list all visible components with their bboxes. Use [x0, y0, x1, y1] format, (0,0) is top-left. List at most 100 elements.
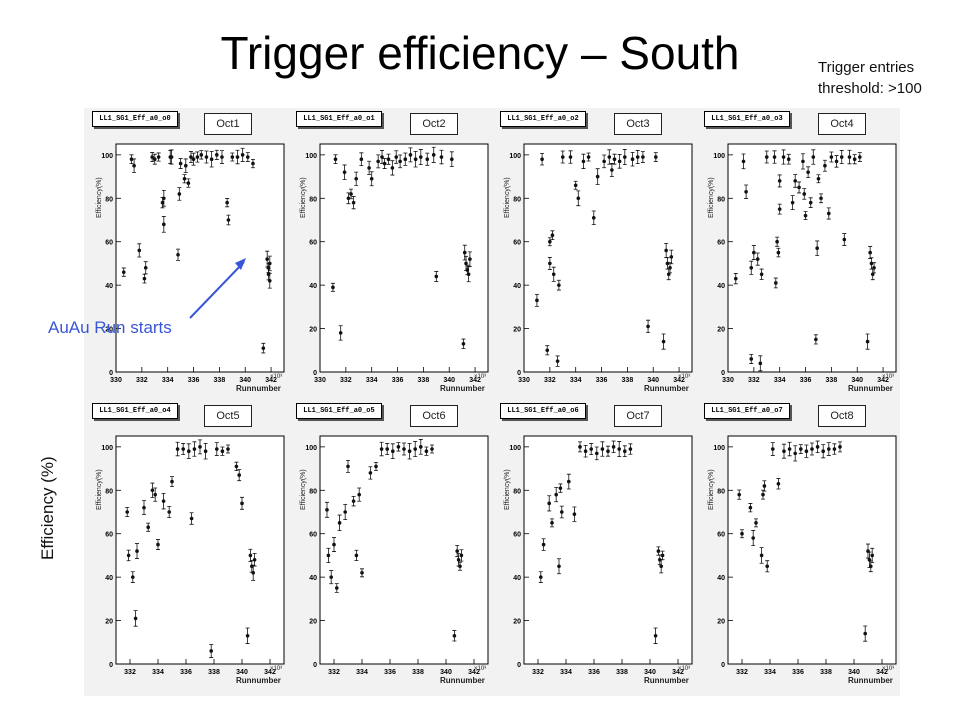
data-point — [556, 279, 561, 291]
data-point — [234, 461, 239, 471]
data-point — [602, 154, 607, 169]
x-tick-label: 336 — [188, 377, 200, 384]
plot-canvas: 0 20 40 60 80 100 332 334 336 338 340 342 — [509, 435, 693, 676]
x-tick-label: 336 — [180, 669, 192, 676]
data-point — [156, 539, 160, 550]
x-tick-label: 332 — [340, 377, 352, 384]
data-point — [390, 443, 395, 459]
data-point — [653, 627, 658, 644]
data-point — [568, 150, 573, 164]
x-tick-label: 340 — [644, 669, 656, 676]
data-point — [759, 268, 764, 280]
data-point — [466, 266, 471, 283]
x-tick-label: 338 — [208, 669, 220, 676]
x-tick-label: 340 — [236, 669, 248, 676]
x-tick-label: 334 — [162, 377, 174, 384]
data-point — [354, 549, 359, 562]
data-point — [248, 548, 253, 563]
x-tick-label: 334 — [560, 669, 572, 676]
data-point — [872, 262, 877, 274]
data-point — [346, 460, 350, 473]
x-tick-label: 340 — [239, 377, 251, 384]
data-point — [822, 159, 827, 172]
data-point — [121, 267, 126, 277]
data-point — [360, 568, 364, 578]
data-point — [199, 150, 204, 160]
data-point — [357, 487, 362, 502]
y-tick-label: 60 — [717, 532, 725, 539]
data-point — [740, 529, 744, 539]
x-tick-label: 338 — [820, 669, 832, 676]
x-tick-label: 334 — [366, 377, 378, 384]
x-scale-label: ×10³ — [882, 374, 895, 380]
x-scale-label: ×10³ — [474, 666, 487, 672]
y-tick-label: 80 — [717, 196, 725, 203]
histogram-name: LL1_SG1_Eff_a0_o1 — [296, 111, 382, 127]
y-tick-label: 60 — [717, 240, 725, 247]
data-point — [622, 149, 627, 166]
data-point — [398, 154, 403, 169]
octant-label: Oct2 — [410, 113, 458, 135]
plot-frame — [319, 143, 489, 373]
y-tick-label: 80 — [105, 488, 113, 495]
data-point — [195, 151, 200, 163]
data-point — [240, 496, 244, 510]
x-tick-label: 334 — [570, 377, 582, 384]
data-point — [382, 158, 387, 169]
y-tick-label: 40 — [717, 575, 725, 582]
data-point — [744, 184, 749, 199]
data-point — [376, 154, 381, 169]
data-point — [191, 152, 196, 166]
x-scale-label: ×10³ — [678, 374, 691, 380]
y-tick-label: 60 — [105, 240, 113, 247]
data-point — [847, 149, 852, 165]
data-point — [176, 248, 181, 261]
efficiency-plot-2: 0 20 40 60 80 100 330 332 334 336 338 340 342 LL1_SG1… — [292, 108, 492, 396]
x-tick-label: 334 — [774, 377, 786, 384]
data-point — [226, 214, 231, 226]
data-point — [863, 625, 868, 642]
data-point — [606, 445, 610, 457]
x-tick-label: 342 — [264, 669, 276, 676]
data-point — [607, 149, 612, 165]
data-point — [534, 293, 539, 307]
x-tick-label: 342 — [672, 669, 684, 676]
y-tick-label: 100 — [713, 445, 725, 452]
data-point — [764, 150, 769, 164]
data-point — [459, 549, 464, 562]
data-point — [188, 151, 193, 164]
data-point — [130, 571, 135, 583]
data-point — [204, 150, 209, 164]
efficiency-plot-7: 0 20 40 60 80 100 332 334 336 338 340 342 LL1_SG1_Ef… — [496, 400, 696, 688]
data-point — [178, 158, 183, 169]
x-tick-label: 340 — [443, 377, 455, 384]
efficiency-plot-6: 0 20 40 60 80 100 332 334 336 338 340 342 LL1_SG1_Ef… — [292, 400, 492, 688]
x-axis-label: Runnumber — [644, 676, 689, 685]
data-point — [609, 163, 614, 178]
data-point — [581, 153, 586, 169]
plot-frame — [115, 435, 285, 665]
data-point — [351, 196, 356, 210]
y-tick-label: 40 — [309, 575, 317, 582]
data-point — [793, 174, 798, 188]
x-axis-label: Runnumber — [440, 676, 485, 685]
y-tick-label: 20 — [309, 619, 317, 626]
data-point — [793, 445, 798, 462]
data-point — [815, 240, 820, 256]
data-point — [359, 152, 364, 166]
data-point — [630, 152, 635, 167]
data-point — [430, 444, 434, 454]
data-point — [142, 273, 147, 284]
y-tick-label: 40 — [513, 283, 521, 290]
x-tick-label: 330 — [314, 377, 326, 384]
data-point — [668, 262, 673, 274]
y-tick-label: 40 — [105, 575, 113, 582]
data-point — [600, 441, 605, 457]
x-tick-label: 340 — [851, 377, 863, 384]
data-point — [125, 507, 130, 517]
data-point — [594, 446, 599, 461]
data-point — [175, 441, 180, 457]
data-point — [209, 643, 214, 658]
plot-canvas: 0 20 40 60 80 100 330 332 334 336 338 340 342 — [101, 143, 285, 384]
